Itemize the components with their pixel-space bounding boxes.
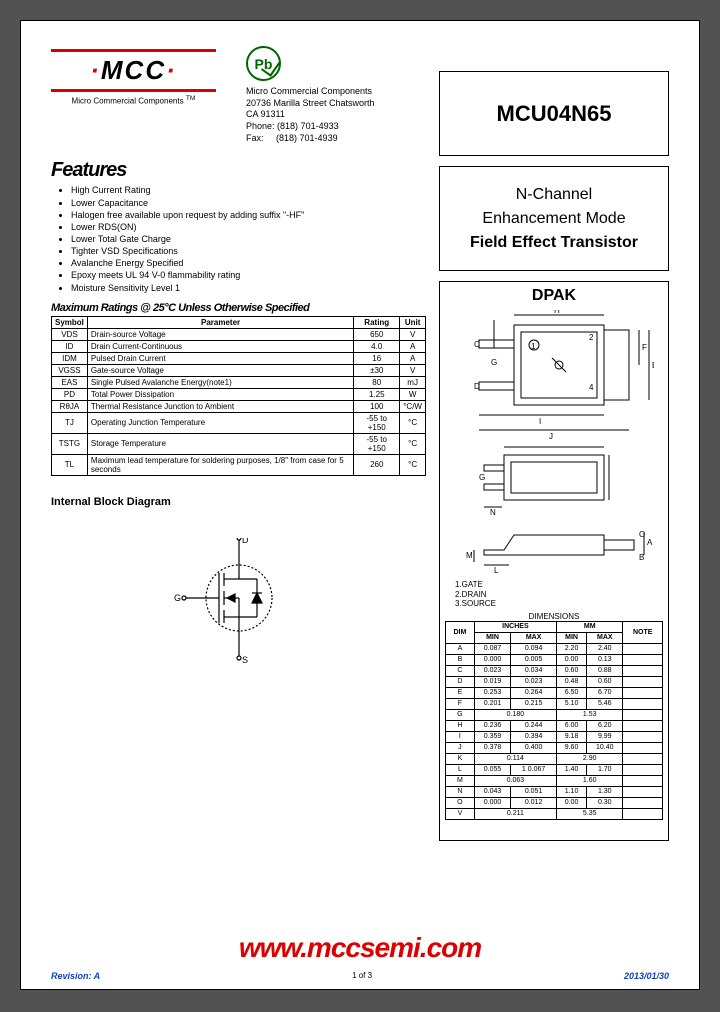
table-row: VDSDrain-source Voltage650V (52, 328, 426, 340)
table-row: VGSSGate-source Voltage±30V (52, 364, 426, 376)
svg-text:G: G (479, 473, 485, 482)
table-row: L0.0551 0.0671.401.70 (446, 764, 663, 775)
svg-text:H: H (554, 310, 560, 315)
package-outline: DPAK 1 2 4 C D G H I (439, 281, 669, 841)
table-row: D0.0190.0230.480.60 (446, 676, 663, 687)
svg-text:D: D (474, 382, 480, 391)
svg-text:C: C (474, 340, 480, 349)
pb-badge-icon: Pb (246, 46, 281, 81)
svg-text:I: I (539, 417, 541, 426)
ratings-heading: Maximum Ratings @ 25°C Unless Otherwise … (51, 302, 426, 314)
table-row: PDTotal Power Dissipation1.25W (52, 388, 426, 400)
table-row: I0.3590.3949.189.99 (446, 731, 663, 742)
page-number: 1 of 3 (352, 971, 372, 981)
svg-text:G: G (491, 358, 497, 367)
feature-item: Tighter VSD Specifications (71, 245, 426, 257)
table-row: N0.0430.0511.101.30 (446, 786, 663, 797)
features-heading: Features (51, 159, 426, 182)
svg-text:4: 4 (589, 383, 594, 392)
table-row: B0.0000.0050.000.13 (446, 654, 663, 665)
svg-text:1: 1 (531, 342, 536, 351)
package-profile-view-icon: O A B M L (454, 520, 654, 575)
table-row: H0.2360.2446.006.20 (446, 720, 663, 731)
mosfet-symbol-icon: D G S (169, 538, 309, 668)
dimensions-heading: DIMENSIONS (445, 612, 663, 621)
svg-text:J: J (549, 432, 553, 440)
table-row: K0.1142.90 (446, 753, 663, 764)
table-row: IDMPulsed Drain Current16A (52, 352, 426, 364)
logo-text: MCC (101, 55, 166, 85)
svg-text:D: D (242, 538, 249, 545)
svg-text:E: E (652, 361, 654, 370)
logo-subtitle: Micro Commercial Components (72, 97, 184, 106)
block-diagram-heading: Internal Block Diagram (51, 496, 426, 508)
pin-labels: 1.GATE 2.DRAIN 3.SOURCE (455, 580, 663, 609)
package-top-view-icon: 1 2 4 C D G H I J F E (454, 310, 654, 440)
package-title: DPAK (445, 287, 663, 305)
svg-text:S: S (242, 655, 248, 665)
feature-item: Lower Total Gate Charge (71, 233, 426, 245)
feature-item: Lower RDS(ON) (71, 221, 426, 233)
logo: ·MCC· Micro Commercial Components TM (51, 46, 216, 144)
table-row: F0.2010.2155.105.46 (446, 698, 663, 709)
table-row: TJOperating Junction Temperature-55 to +… (52, 412, 426, 433)
svg-text:K: K (517, 445, 523, 447)
part-number: MCU04N65 (439, 71, 669, 156)
svg-text:A: A (647, 538, 653, 547)
svg-text:M: M (466, 551, 473, 560)
page-footer: Revision: A 1 of 3 2013/01/30 (51, 971, 669, 981)
feature-item: Halogen free available upon request by a… (71, 209, 426, 221)
svg-text:B: B (639, 553, 644, 562)
svg-text:L: L (494, 566, 499, 575)
table-row: O0.0000.0120.000.30 (446, 797, 663, 808)
feature-item: Epoxy meets UL 94 V-0 flammability ratin… (71, 269, 426, 281)
table-row: RθJAThermal Resistance Junction to Ambie… (52, 400, 426, 412)
feature-item: High Current Rating (71, 184, 426, 196)
ratings-table: Symbol Parameter Rating Unit VDSDrain-so… (51, 316, 426, 476)
svg-text:G: G (174, 593, 181, 603)
company-address: Micro Commercial Components 20736 Marill… (246, 86, 375, 144)
table-row: TSTGStorage Temperature-55 to +150°C (52, 433, 426, 454)
table-row: TLMaximum lead temperature for soldering… (52, 454, 426, 475)
package-side-view-icon: K V G N (454, 445, 654, 515)
date: 2013/01/30 (624, 971, 669, 981)
dimensions-table: DIM INCHES MM NOTE MINMAX MINMAX A0.0870… (445, 621, 663, 820)
feature-item: Lower Capacitance (71, 197, 426, 209)
table-row: E0.2530.2646.506.70 (446, 687, 663, 698)
part-description: N-Channel Enhancement Mode Field Effect … (439, 166, 669, 271)
features-list: High Current RatingLower CapacitanceHalo… (51, 184, 426, 293)
table-row: M0.0631.60 (446, 775, 663, 786)
table-row: IDDrain Current-Continuous4.0A (52, 340, 426, 352)
svg-text:2: 2 (589, 333, 594, 342)
svg-text:V: V (569, 445, 575, 447)
table-row: G0.1801.53 (446, 709, 663, 720)
svg-text:N: N (490, 508, 496, 515)
table-row: A0.0870.0942.202.40 (446, 643, 663, 654)
feature-item: Avalanche Energy Specified (71, 257, 426, 269)
table-row: C0.0230.0340.600.88 (446, 665, 663, 676)
table-row: J0.3780.4009.6010.40 (446, 742, 663, 753)
svg-text:F: F (642, 343, 647, 352)
table-row: EASSingle Pulsed Avalanche Energy(note1)… (52, 376, 426, 388)
feature-item: Moisture Sensitivity Level 1 (71, 282, 426, 294)
revision: Revision: A (51, 971, 100, 981)
table-row: V0.2115.35 (446, 808, 663, 819)
website-url: www.mccsemi.com (21, 932, 699, 964)
